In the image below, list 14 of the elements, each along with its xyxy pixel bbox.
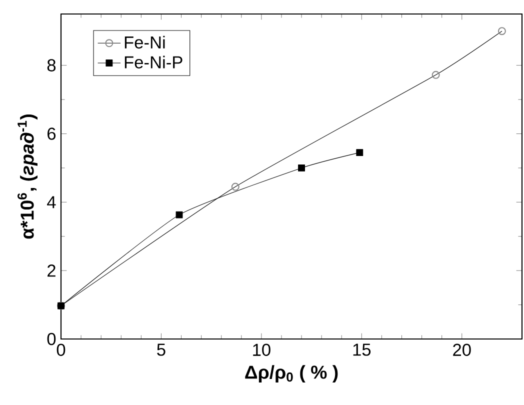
x-tick-label: 20 xyxy=(453,344,471,356)
y-tick-label: 8 xyxy=(47,59,56,72)
y-axis-title: α*10$^{6}$, (град$^{-1}$) xyxy=(18,114,38,239)
x-tick-label: 10 xyxy=(253,344,270,356)
y-tick-label: 6 xyxy=(48,128,56,140)
y-tick-label: 0 xyxy=(47,332,56,346)
x-tick-label: 15 xyxy=(353,344,371,356)
x-tick-label: 0 xyxy=(56,344,66,356)
x-tick-label: 5 xyxy=(157,344,166,356)
x-axis-title: Δρ/ρ$_{0}$ ( % ) xyxy=(245,365,338,383)
legend-label: Fe-Ni xyxy=(124,36,165,49)
legend-label: Fe-Ni-P xyxy=(124,56,182,68)
y-tick-label: 2 xyxy=(48,264,56,277)
y-tick-label: 4 xyxy=(47,196,56,208)
